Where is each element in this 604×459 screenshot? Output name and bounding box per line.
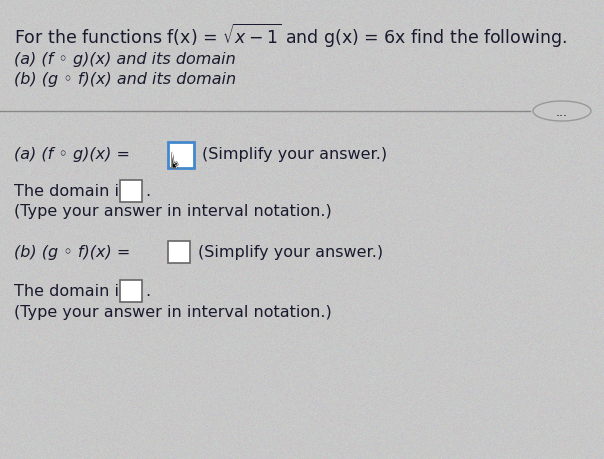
Text: .: . — [145, 284, 150, 299]
Text: (a) (f ◦ g)(x) =: (a) (f ◦ g)(x) = — [14, 147, 135, 162]
Ellipse shape — [533, 102, 591, 122]
Text: For the functions f(x) = $\sqrt{x-1}$ and g(x) = 6x find the following.: For the functions f(x) = $\sqrt{x-1}$ an… — [14, 22, 567, 50]
FancyBboxPatch shape — [168, 241, 190, 263]
FancyBboxPatch shape — [120, 280, 142, 302]
Polygon shape — [172, 153, 178, 168]
Text: The domain is: The domain is — [14, 184, 132, 199]
FancyBboxPatch shape — [120, 180, 142, 202]
Text: .: . — [145, 184, 150, 199]
Text: (a) (f ◦ g)(x) and its domain: (a) (f ◦ g)(x) and its domain — [14, 52, 236, 67]
Text: (b) (g ◦ f)(x) and its domain: (b) (g ◦ f)(x) and its domain — [14, 72, 236, 87]
Text: ...: ... — [556, 105, 568, 118]
Text: (Simplify your answer.): (Simplify your answer.) — [202, 147, 387, 162]
Text: (b) (g ◦ f)(x) =: (b) (g ◦ f)(x) = — [14, 245, 135, 260]
Text: (Type your answer in interval notation.): (Type your answer in interval notation.) — [14, 304, 332, 319]
Text: (Type your answer in interval notation.): (Type your answer in interval notation.) — [14, 204, 332, 219]
FancyBboxPatch shape — [168, 143, 194, 168]
Text: The domain is: The domain is — [14, 284, 132, 299]
Text: (Simplify your answer.): (Simplify your answer.) — [198, 245, 383, 260]
